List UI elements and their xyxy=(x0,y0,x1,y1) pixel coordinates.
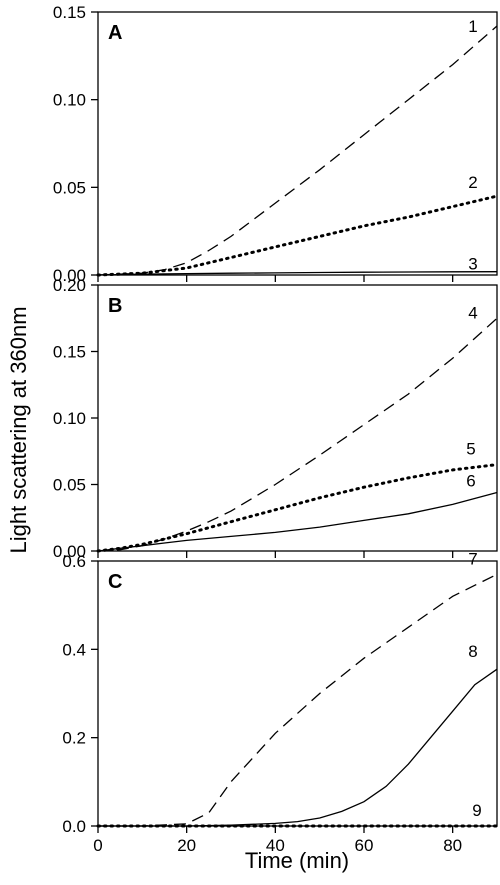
y-tick-label: 0.0 xyxy=(62,817,86,836)
series-line-2 xyxy=(96,194,499,277)
y-tick-label: 0.2 xyxy=(62,729,86,748)
x-tick-label: 60 xyxy=(355,836,374,855)
series-line-8 xyxy=(98,668,498,827)
series-line-7 xyxy=(98,573,498,827)
y-tick-label: 0.15 xyxy=(53,3,86,22)
x-tick-label: 80 xyxy=(443,836,462,855)
panel-letter: A xyxy=(108,22,122,44)
y-tick-label: 0.10 xyxy=(53,91,86,110)
panel-b: 0.00 0.05 0.10 0.15 0.20 B 4 5 6 xyxy=(53,276,499,561)
series-label-7: 7 xyxy=(468,549,477,568)
series-line-5 xyxy=(96,463,499,553)
y-tick-label: 0.05 xyxy=(53,476,86,495)
x-tick-label: 40 xyxy=(266,836,285,855)
y-tick-label: 0.15 xyxy=(53,343,86,362)
series-label-1: 1 xyxy=(468,17,477,36)
panel-frame xyxy=(97,560,498,827)
y-tick-label: 0.6 xyxy=(62,552,86,571)
y-tick-label: 0.4 xyxy=(62,640,86,659)
series-label-9: 9 xyxy=(472,801,481,820)
series-label-3: 3 xyxy=(468,255,477,274)
series-label-2: 2 xyxy=(468,173,477,192)
panels: 0.000.050.100.15A 1230.000.050.100.150.20… xyxy=(53,3,499,855)
panel-c: 0.0 0.2 0.4 0.6 C 7 8 9 0 20 40 60 80 xyxy=(62,549,499,855)
y-tick-label: 0.20 xyxy=(53,276,86,295)
series-label-4: 4 xyxy=(468,303,477,322)
panel-frame xyxy=(97,11,498,276)
panel-letter: B xyxy=(108,295,122,317)
y-tick-label: 0.00 xyxy=(53,266,86,285)
x-tick-label: 0 xyxy=(93,836,102,855)
y-axis-label: Light scattering at 360nm xyxy=(6,306,31,553)
series-line-3 xyxy=(97,271,498,276)
y-tick-label: 0.05 xyxy=(53,178,86,197)
series-line-1 xyxy=(97,25,498,276)
series-line-6 xyxy=(97,491,498,552)
panel-letter: C xyxy=(108,571,122,593)
y-tick-label: 0.00 xyxy=(53,542,86,561)
panel-frame xyxy=(97,284,498,552)
x-axis-label: Time (min) xyxy=(245,848,349,873)
series-label-6: 6 xyxy=(466,471,475,490)
y-tick-label: 0.10 xyxy=(53,409,86,428)
series-line-4 xyxy=(97,317,498,552)
x-tick-label: 20 xyxy=(177,836,196,855)
series-label-5: 5 xyxy=(466,440,475,459)
series-label-8: 8 xyxy=(468,642,477,661)
panel-a: 0.00 0.05 0.10 0.15 A 1 2 3 xyxy=(53,3,499,285)
